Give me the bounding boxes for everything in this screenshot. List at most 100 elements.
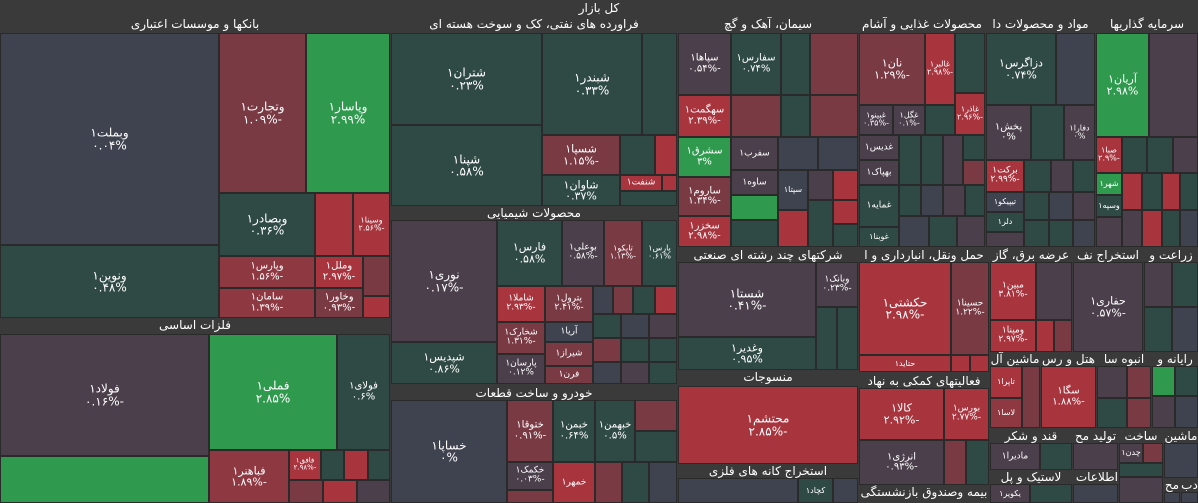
stock-tile[interactable] — [1152, 366, 1175, 396]
stock-tile[interactable] — [1119, 477, 1163, 503]
stock-tile[interactable]: غمایه۱ — [859, 185, 899, 227]
stock-tile[interactable]: وخاور۱ -۰.۹۳% — [315, 288, 363, 318]
stock-tile[interactable] — [1172, 307, 1198, 352]
stock-tile[interactable]: شبندر۱ ۰.۳۳% — [542, 33, 642, 135]
stock-tile[interactable]: بوعلی۱ -۰.۵۸% — [562, 220, 604, 286]
stock-tile[interactable] — [620, 135, 655, 175]
stock-tile[interactable]: خمهر۱ — [553, 462, 595, 503]
stock-tile[interactable]: ساوه۱ — [731, 170, 778, 195]
stock-tile[interactable]: وملل۱ -۲.۹۷% — [315, 256, 363, 288]
stock-tile[interactable]: وبملت۱ ۰.۰۴% — [0, 33, 219, 245]
stock-tile[interactable]: حسینا۱ -۱.۲۲% — [951, 262, 989, 355]
stock-tile[interactable]: خبهمن۱ ۰.۵% — [595, 400, 635, 462]
stock-tile[interactable] — [957, 216, 985, 247]
stock-tile[interactable]: سپتا۱ — [778, 170, 808, 210]
stock-tile[interactable]: فرن۱ — [545, 366, 593, 384]
stock-tile[interactable]: خساپا۱ ۰% — [391, 400, 507, 503]
stock-tile[interactable]: وسپه۱ — [1096, 195, 1122, 217]
stock-tile[interactable] — [593, 286, 613, 314]
stock-tile[interactable]: تاپرا۱ — [990, 366, 1022, 398]
sector-header-support[interactable]: فعالیتهای کمکی به نهاد — [859, 374, 989, 388]
sector-header-auto[interactable]: خودرو و ساخت قطعات — [391, 386, 677, 400]
stock-tile[interactable]: وبانک۱ -۰.۲۳% — [816, 262, 858, 307]
stock-tile[interactable]: فملی۱ ۲.۸۵% — [209, 334, 337, 450]
stock-tile[interactable]: شاملا۱ -۲.۹۳% — [497, 286, 545, 322]
sector-header-utilities[interactable]: عرضه برق، گاز — [990, 248, 1072, 262]
stock-tile[interactable] — [818, 137, 858, 170]
stock-tile[interactable]: سشرق۱ ۳% — [678, 137, 731, 177]
stock-tile[interactable] — [810, 95, 858, 137]
stock-tile[interactable] — [1036, 320, 1054, 352]
stock-tile[interactable] — [344, 450, 368, 480]
stock-tile[interactable] — [925, 105, 955, 135]
stock-tile[interactable] — [965, 185, 985, 216]
sector-header-transport[interactable]: حمل ونقل، انبارداری و ا — [859, 248, 989, 262]
sector-header-metals[interactable]: فلزات اساسی — [0, 318, 390, 332]
stock-tile[interactable] — [649, 314, 677, 338]
stock-tile[interactable]: بهپاک۱ — [859, 160, 899, 185]
stock-tile[interactable] — [1073, 160, 1095, 192]
stock-tile[interactable] — [1049, 220, 1073, 247]
sector-header-hotel[interactable]: هتل و رس — [1041, 352, 1096, 366]
stock-tile[interactable] — [1143, 443, 1163, 463]
stock-tile[interactable]: محتشم۱ -۲.۸۵% — [678, 386, 858, 464]
sector-header-rubber[interactable]: لاستیک و پل — [990, 470, 1072, 484]
stock-tile[interactable]: خبمن۱ ۰.۶۴% — [553, 400, 595, 462]
stock-tile[interactable]: دفارا۱ ۰% — [1064, 105, 1095, 160]
sector-header-build[interactable]: ساخت — [1119, 429, 1163, 443]
stock-tile[interactable] — [613, 286, 633, 314]
stock-tile[interactable] — [621, 338, 649, 362]
stock-tile[interactable] — [635, 431, 677, 462]
stock-tile[interactable]: نان۱ -۱.۲۹% — [859, 33, 925, 105]
stock-tile[interactable] — [289, 480, 323, 503]
stock-tile[interactable] — [595, 462, 622, 503]
sector-header-banks[interactable]: بانکها و موسسات اعتباری — [0, 17, 390, 31]
sector-header-mass[interactable]: انبوه سا — [1097, 352, 1151, 366]
stock-tile[interactable] — [1180, 210, 1198, 247]
stock-tile[interactable]: شهر۱ — [1096, 173, 1122, 195]
stock-tile[interactable] — [955, 33, 985, 93]
stock-tile[interactable]: فولای۱ ۰.۶% — [337, 334, 390, 450]
stock-tile[interactable]: نوری۱ -۰.۱۷% — [391, 220, 497, 342]
stock-tile[interactable] — [321, 450, 344, 480]
stock-tile[interactable] — [1147, 137, 1173, 173]
stock-tile[interactable]: انرژی۱ -۰.۹۳% — [859, 440, 944, 485]
stock-tile[interactable]: سگا۱ -۱.۸۸% — [1041, 366, 1096, 428]
stock-tile[interactable]: فباهنر۱ -۱.۸۹% — [209, 450, 289, 503]
stock-tile[interactable] — [899, 135, 921, 185]
stock-tile[interactable]: فارس۱ ۰.۵۸% — [497, 220, 562, 286]
stock-tile[interactable]: شتران۱ ۰.۲۳% — [391, 33, 542, 125]
stock-tile[interactable]: پارس۱ ۰.۶۱% — [642, 220, 677, 286]
stock-tile[interactable] — [833, 170, 858, 200]
sector-header-agri[interactable]: زراعت و — [1144, 248, 1198, 262]
stock-tile[interactable] — [1073, 192, 1095, 220]
stock-tile[interactable] — [323, 480, 357, 503]
stock-tile[interactable] — [363, 256, 390, 296]
stock-tile[interactable]: پخش۱ ۰% — [986, 105, 1031, 160]
stock-tile[interactable]: غگل۱ -۰.۱% — [893, 105, 925, 135]
stock-tile[interactable]: یکویر۱ — [990, 484, 1030, 503]
stock-tile[interactable]: چدن۱ — [1119, 443, 1143, 463]
stock-tile[interactable]: شنفت۱ — [620, 175, 662, 191]
sector-header-multi[interactable]: شرکتهای چند رشته ای صنعتی — [678, 248, 858, 262]
stock-tile[interactable]: ساروم۱ -۱.۳۴% — [678, 177, 731, 216]
stock-tile[interactable]: ختوقا۱ -۰.۹۱% — [507, 400, 553, 462]
stock-tile[interactable]: برکت۱ -۲.۹۹% — [986, 160, 1024, 192]
stock-tile[interactable] — [1073, 484, 1118, 503]
stock-tile[interactable] — [781, 95, 810, 137]
stock-tile[interactable] — [833, 478, 858, 503]
stock-tile[interactable]: سخزر۱ -۲.۹۸% — [678, 216, 731, 247]
stock-tile[interactable]: آریا۱ — [545, 322, 593, 342]
stock-tile[interactable]: وپاسار۱ ۲.۹۹% — [306, 33, 390, 193]
stock-tile[interactable] — [731, 95, 781, 137]
stock-tile[interactable] — [1164, 443, 1198, 478]
stock-tile[interactable] — [593, 314, 621, 338]
stock-tile[interactable] — [1030, 484, 1072, 503]
stock-tile[interactable] — [368, 450, 390, 480]
stock-tile[interactable] — [1031, 105, 1064, 160]
stock-tile[interactable]: وبصادر۱ ۰.۳۶% — [219, 193, 315, 256]
stock-tile[interactable]: تیپیکو۱ — [986, 192, 1024, 212]
stock-tile[interactable]: شپدیس۱ ۰.۸۶% — [391, 342, 497, 384]
sector-header-food[interactable]: محصولات غذایی و آشام — [859, 17, 985, 31]
stock-tile[interactable] — [655, 135, 677, 175]
